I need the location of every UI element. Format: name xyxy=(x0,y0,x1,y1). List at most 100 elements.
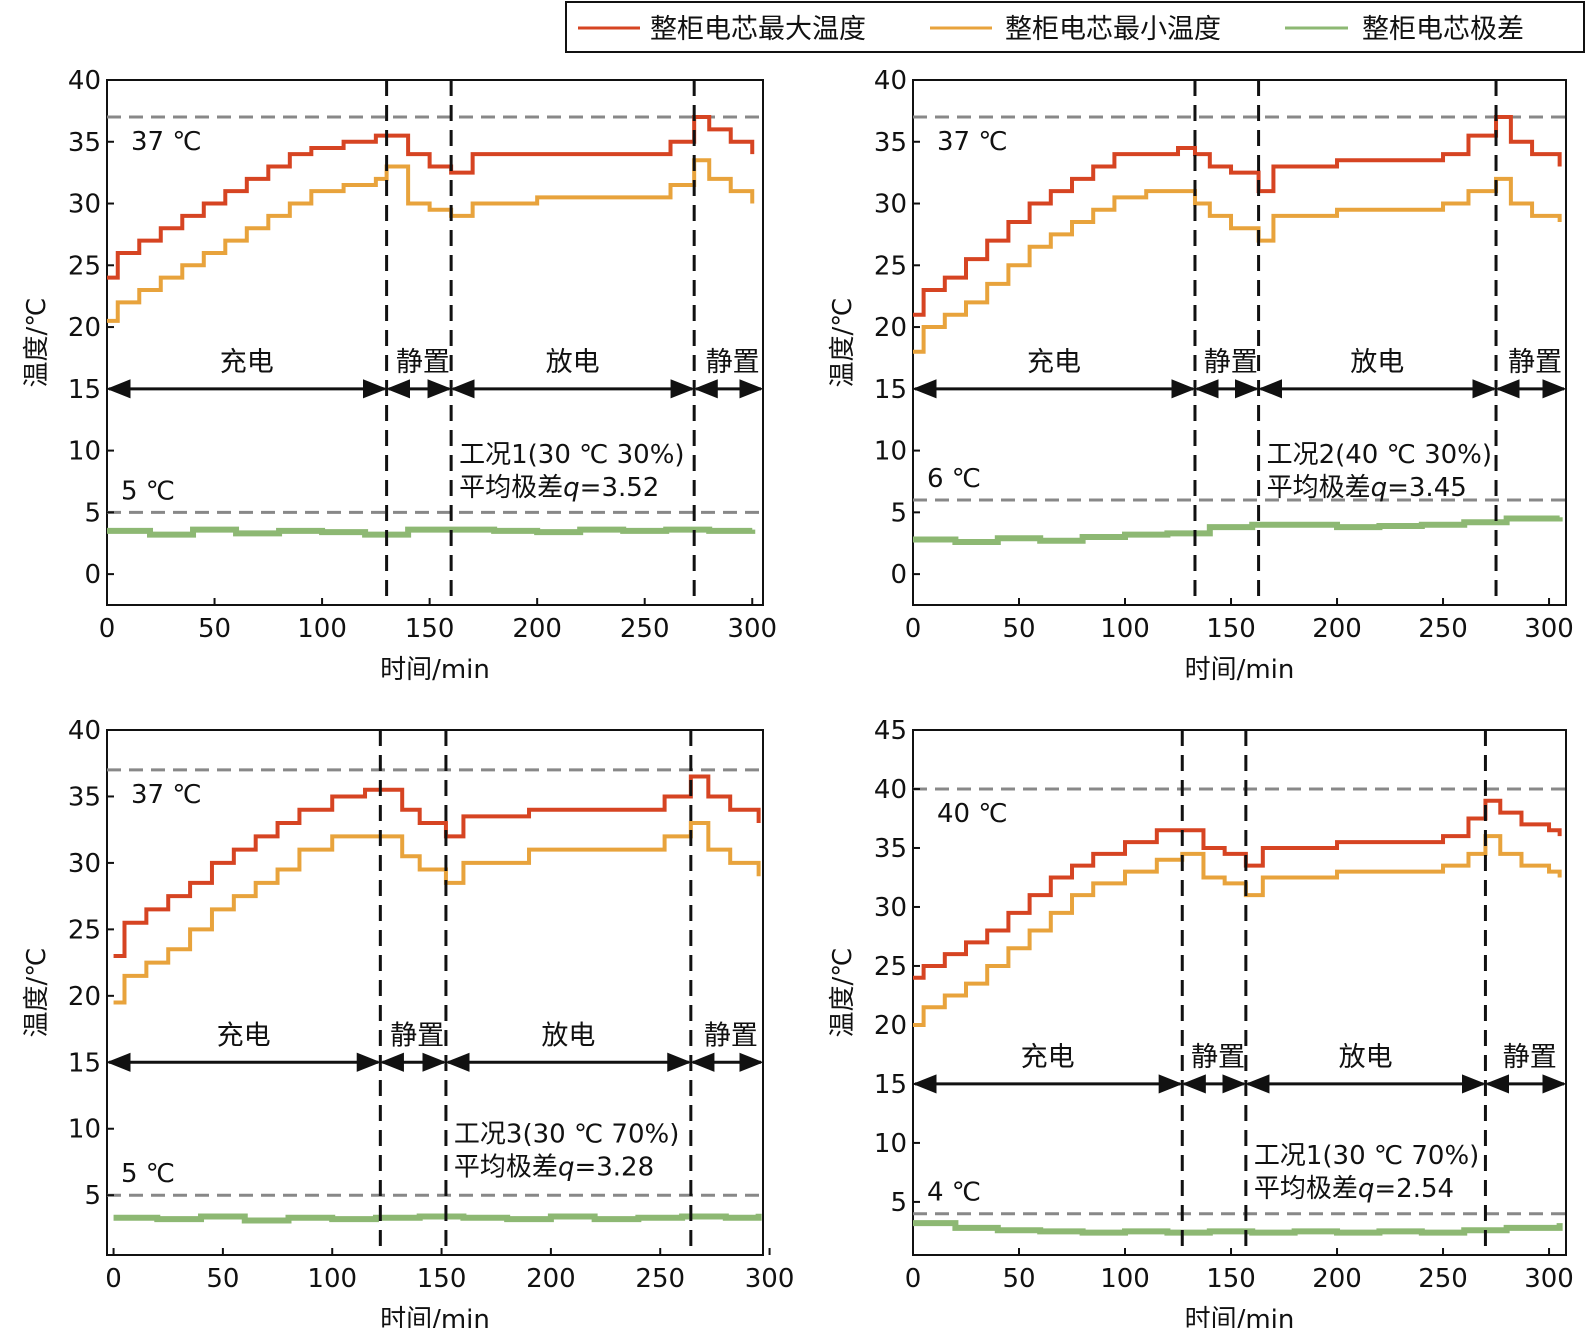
phase-label: 静置 xyxy=(1503,1042,1557,1073)
ref-line-label: 4 ℃ xyxy=(927,1178,981,1208)
legend-frame xyxy=(565,1,1585,53)
min-temp-line xyxy=(107,158,755,323)
range-line xyxy=(107,526,756,538)
x-tick-label: 250 xyxy=(635,1264,685,1294)
y-tick-label: 0 xyxy=(890,560,907,590)
phase-label: 静置 xyxy=(706,347,760,378)
y-tick-label: 15 xyxy=(68,1048,101,1078)
phase-label: 放电 xyxy=(546,347,600,378)
y-axis-label: 温度/℃ xyxy=(22,948,52,1038)
max-temp-line xyxy=(913,115,1562,317)
y-tick-label: 30 xyxy=(874,190,907,220)
max-temp-line xyxy=(107,115,755,280)
x-tick-label: 150 xyxy=(405,614,455,644)
y-tick-label: 15 xyxy=(874,375,907,405)
y-tick-label: 20 xyxy=(68,982,101,1012)
phase-label: 静置 xyxy=(396,347,450,378)
condition-label: 工况2(40 ℃ 30%) xyxy=(1267,440,1492,470)
y-tick-label: 25 xyxy=(874,251,907,281)
y-tick-label: 35 xyxy=(68,128,101,158)
x-tick-label: 300 xyxy=(727,614,777,644)
y-tick-label: 10 xyxy=(874,1129,907,1159)
ref-line-label: 6 ℃ xyxy=(927,464,981,494)
ref-line-label: 37 ℃ xyxy=(937,127,1008,157)
x-tick-label: 200 xyxy=(1312,1264,1362,1294)
y-tick-label: 15 xyxy=(68,375,101,405)
y-tick-label: 20 xyxy=(874,313,907,343)
y-tick-label: 30 xyxy=(68,190,101,220)
plot-frame xyxy=(912,729,1567,1256)
condition-label: 工况3(30 ℃ 70%) xyxy=(454,1119,679,1149)
x-tick-label: 200 xyxy=(512,614,562,644)
max-temp-line xyxy=(913,798,1562,980)
y-tick-label: 40 xyxy=(874,66,907,96)
x-tick-label: 0 xyxy=(99,614,116,644)
phase-label: 静置 xyxy=(390,1020,444,1051)
y-axis-label: 温度/℃ xyxy=(22,298,52,388)
average-range-label: 平均极差q=3.28 xyxy=(454,1152,654,1182)
x-tick-label: 150 xyxy=(1206,1264,1256,1294)
x-axis-label: 时间/min xyxy=(1185,655,1295,685)
y-tick-label: 25 xyxy=(68,915,101,945)
range-line xyxy=(113,1213,762,1224)
x-tick-label: 50 xyxy=(1002,614,1035,644)
legend: 整柜电芯最大温度 整柜电芯最小温度 整柜电芯极差 xyxy=(565,1,1585,53)
chart-panel-3: 37 ℃ 5 ℃ 0 50 100 150 200 250 300 5 10 15 20 25 30 35 40… xyxy=(22,716,794,1328)
x-tick-label: 200 xyxy=(1312,614,1362,644)
x-tick-label: 50 xyxy=(198,614,231,644)
phase-label: 充电 xyxy=(1021,1042,1075,1073)
y-tick-label: 10 xyxy=(68,437,101,467)
range-line xyxy=(913,515,1563,545)
phase-label: 放电 xyxy=(1350,347,1404,378)
phase-label: 充电 xyxy=(220,347,274,378)
min-temp-line xyxy=(113,821,761,1005)
chart-panel-1: 37 ℃ 5 ℃ 0 50 100 150 200 250 300 0 5 10 15 20 25 30 35 4… xyxy=(22,66,777,685)
y-tick-label: 35 xyxy=(874,834,907,864)
condition-label: 工况1(30 ℃ 70%) xyxy=(1254,1141,1479,1171)
y-tick-label: 40 xyxy=(68,66,101,96)
y-tick-label: 40 xyxy=(68,716,101,746)
plot-frame xyxy=(106,79,764,606)
x-tick-label: 100 xyxy=(297,614,347,644)
x-tick-label: 100 xyxy=(1100,1264,1150,1294)
legend-label-range: 整柜电芯极差 xyxy=(1362,14,1524,45)
x-tick-label: 150 xyxy=(1206,614,1256,644)
legend-label-max: 整柜电芯最大温度 xyxy=(650,14,866,45)
plot-frame xyxy=(106,729,764,1256)
phase-label: 充电 xyxy=(1027,347,1081,378)
ref-line-label: 37 ℃ xyxy=(131,127,202,157)
y-tick-label: 10 xyxy=(68,1115,101,1145)
x-tick-label: 0 xyxy=(905,1264,922,1294)
average-range-label: 平均极差q=3.45 xyxy=(1267,473,1467,503)
x-tick-label: 100 xyxy=(307,1264,357,1294)
y-tick-label: 30 xyxy=(874,893,907,923)
phase-label: 静置 xyxy=(704,1020,758,1051)
x-tick-label: 50 xyxy=(1002,1264,1035,1294)
phase-label: 静置 xyxy=(1204,347,1258,378)
range-line xyxy=(913,1220,1563,1236)
x-axis-label: 时间/min xyxy=(1185,1305,1295,1328)
ref-line-label: 5 ℃ xyxy=(121,476,175,506)
x-tick-label: 50 xyxy=(206,1264,239,1294)
legend-label-min: 整柜电芯最小温度 xyxy=(1005,14,1221,45)
x-tick-label: 250 xyxy=(1418,614,1468,644)
x-tick-label: 250 xyxy=(1418,1264,1468,1294)
x-tick-label: 300 xyxy=(1524,614,1574,644)
y-tick-label: 25 xyxy=(68,251,101,281)
x-tick-label: 250 xyxy=(620,614,670,644)
ref-line-label: 40 ℃ xyxy=(937,799,1008,829)
y-axis-label: 温度/℃ xyxy=(828,948,858,1038)
x-tick-label: 150 xyxy=(417,1264,467,1294)
x-tick-label: 100 xyxy=(1100,614,1150,644)
y-axis-label: 温度/℃ xyxy=(828,298,858,388)
phase-label: 放电 xyxy=(1339,1042,1393,1073)
y-tick-label: 30 xyxy=(68,849,101,879)
x-tick-label: 0 xyxy=(105,1264,122,1294)
y-tick-label: 35 xyxy=(68,782,101,812)
chart-panel-2: 37 ℃ 6 ℃ 0 50 100 150 200 250 300 0 5 10 15 20 25 30 35 4… xyxy=(828,66,1574,685)
y-tick-label: 5 xyxy=(890,1188,907,1218)
y-tick-label: 45 xyxy=(874,716,907,746)
plot-frame xyxy=(912,79,1567,606)
max-temp-line xyxy=(113,774,761,958)
